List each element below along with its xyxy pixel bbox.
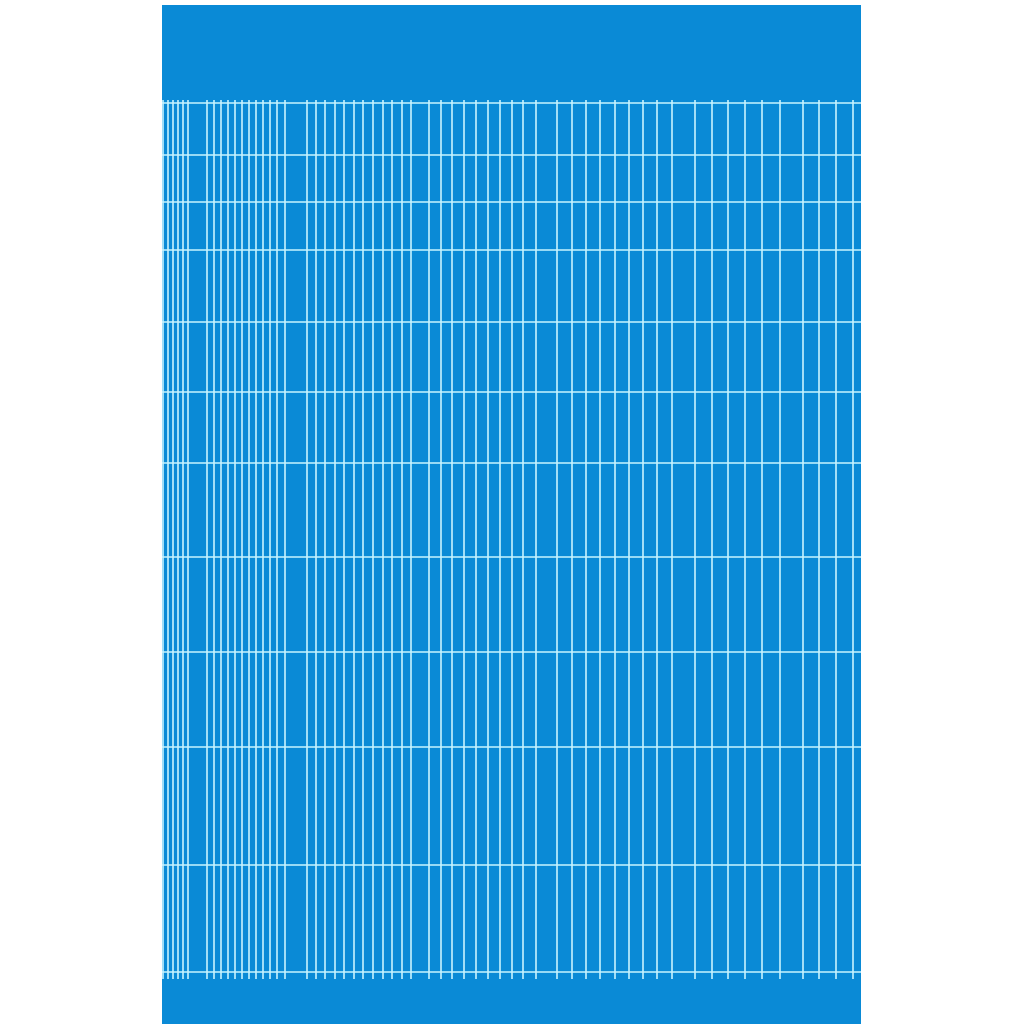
graph-paper-sheet (162, 5, 861, 1024)
grid-lines (162, 100, 861, 979)
